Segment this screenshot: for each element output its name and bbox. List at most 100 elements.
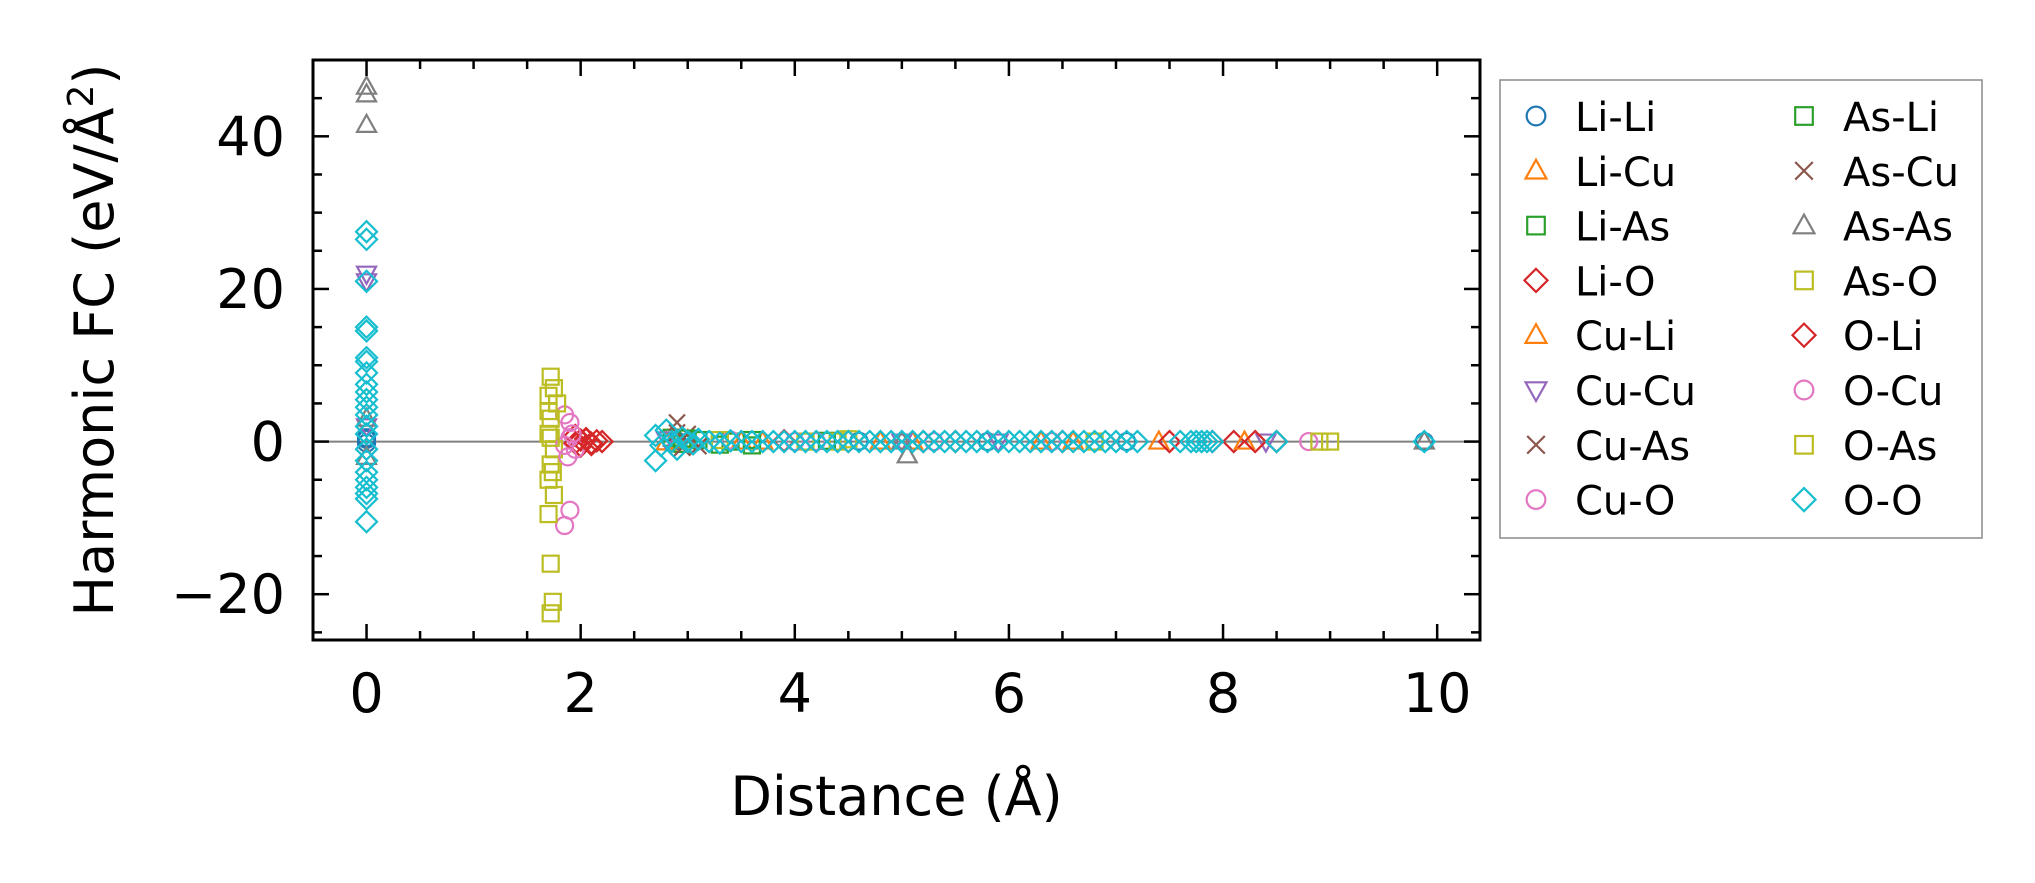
legend-marker bbox=[1526, 215, 1546, 236]
data-point bbox=[562, 424, 582, 444]
data-point bbox=[354, 509, 379, 534]
legend-entry: Li-Cu bbox=[1523, 150, 1676, 196]
data-point bbox=[354, 227, 379, 252]
data-point bbox=[817, 431, 837, 450]
x-tick-label: 8 bbox=[1206, 662, 1240, 725]
data-point bbox=[354, 387, 379, 412]
data-point bbox=[751, 429, 775, 450]
data-point bbox=[1412, 429, 1437, 454]
data-point bbox=[785, 431, 805, 452]
legend-label: Cu-O bbox=[1575, 479, 1675, 525]
data-point bbox=[354, 486, 379, 511]
data-point bbox=[1028, 429, 1054, 454]
data-point bbox=[895, 443, 919, 464]
legend-label: Li-Cu bbox=[1575, 150, 1676, 196]
data-point bbox=[354, 379, 379, 405]
data-point bbox=[1007, 429, 1032, 454]
data-point bbox=[354, 395, 379, 420]
data-point bbox=[689, 437, 708, 455]
legend-label: Cu-As bbox=[1575, 424, 1690, 470]
data-point bbox=[1029, 429, 1053, 450]
data-point bbox=[761, 429, 786, 454]
legend-label: Li-As bbox=[1575, 205, 1670, 251]
data-point bbox=[1178, 429, 1203, 454]
legend-label: Li-Li bbox=[1575, 95, 1656, 141]
plot-frame bbox=[311, 58, 1482, 642]
legend-entry: Cu-O bbox=[1525, 479, 1675, 525]
data-point bbox=[782, 429, 807, 454]
data-point bbox=[354, 414, 379, 439]
legend-label: O-As bbox=[1843, 424, 1937, 470]
data-point bbox=[718, 428, 743, 453]
data-point bbox=[560, 412, 580, 433]
data-point bbox=[879, 429, 904, 454]
data-point bbox=[964, 429, 989, 454]
legend-marker bbox=[1523, 321, 1549, 344]
data-point bbox=[1061, 429, 1086, 454]
data-point bbox=[659, 429, 684, 454]
data-point bbox=[828, 432, 847, 451]
legend-label: As-Li bbox=[1843, 95, 1939, 141]
legend-marker bbox=[1523, 157, 1549, 180]
data-point bbox=[793, 429, 818, 454]
data-layer bbox=[313, 74, 1480, 623]
data-point bbox=[729, 429, 754, 454]
legend-entry: O-O bbox=[1790, 479, 1923, 525]
y-tick-label: −20 bbox=[171, 563, 285, 626]
data-point bbox=[1189, 429, 1214, 454]
legend-marker bbox=[1526, 435, 1546, 455]
x-tick-label: 0 bbox=[349, 662, 383, 725]
data-point bbox=[354, 481, 379, 506]
legend-entry: As-Li bbox=[1794, 95, 1939, 141]
data-point bbox=[868, 429, 893, 454]
data-point bbox=[1093, 429, 1118, 454]
series-o-cu bbox=[555, 424, 805, 467]
series-o-as bbox=[539, 401, 847, 482]
y-tick-label: 40 bbox=[216, 105, 285, 168]
data-point bbox=[1264, 429, 1289, 454]
legend-marker bbox=[1794, 106, 1814, 126]
data-point bbox=[354, 402, 379, 427]
legend-marker bbox=[1523, 381, 1549, 404]
legend-entry: Li-O bbox=[1522, 259, 1655, 305]
data-point bbox=[354, 315, 379, 340]
data-point bbox=[1254, 433, 1278, 454]
data-point bbox=[1147, 429, 1171, 450]
legend-label: O-O bbox=[1843, 479, 1923, 525]
y-tick-label: 20 bbox=[216, 258, 285, 321]
series-as-o bbox=[539, 367, 1340, 623]
data-point bbox=[555, 515, 575, 536]
data-point bbox=[890, 429, 914, 450]
data-point bbox=[889, 429, 914, 454]
data-point bbox=[354, 475, 379, 500]
data-point bbox=[354, 349, 379, 374]
data-point bbox=[355, 112, 378, 133]
data-point bbox=[1310, 432, 1329, 451]
data-point bbox=[1412, 429, 1436, 450]
y-axis-label: Harmonic FC (eV/Å2) bbox=[61, 64, 127, 617]
data-point bbox=[977, 431, 998, 452]
data-point bbox=[1071, 429, 1096, 454]
data-point bbox=[814, 429, 839, 454]
data-point bbox=[1157, 429, 1182, 454]
legend-label: Li-O bbox=[1575, 259, 1655, 305]
legend-entry: O-Li bbox=[1790, 314, 1923, 360]
data-point bbox=[354, 437, 379, 462]
data-point bbox=[1117, 431, 1137, 452]
data-point bbox=[579, 432, 604, 457]
data-point bbox=[932, 429, 957, 454]
data-point bbox=[707, 431, 732, 456]
data-point bbox=[1243, 429, 1268, 454]
data-point bbox=[654, 418, 679, 443]
data-point bbox=[869, 429, 892, 450]
data-point bbox=[1042, 431, 1062, 452]
data-point bbox=[539, 504, 558, 524]
data-point bbox=[750, 429, 775, 454]
x-tick-label: 4 bbox=[778, 662, 812, 725]
data-point bbox=[943, 429, 968, 454]
data-point bbox=[739, 429, 765, 454]
data-point bbox=[1200, 429, 1225, 454]
series-cu-cu bbox=[355, 265, 1278, 454]
data-point bbox=[354, 467, 379, 492]
data-point bbox=[354, 345, 379, 370]
